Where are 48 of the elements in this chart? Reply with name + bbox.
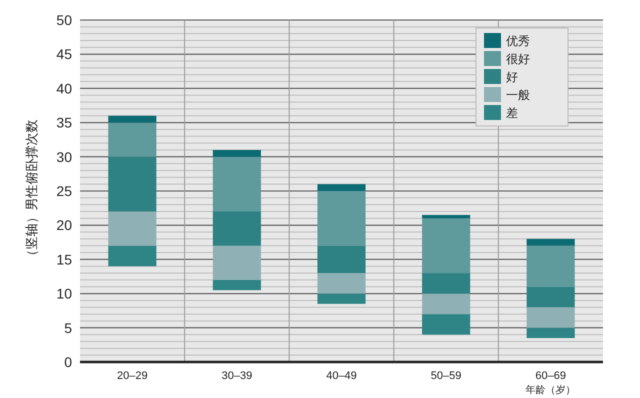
bar bbox=[212, 156, 261, 212]
y-tick-label: 0 bbox=[64, 354, 72, 370]
bar bbox=[526, 307, 575, 328]
bar bbox=[212, 212, 261, 246]
x-tick-label: 40–49 bbox=[326, 370, 357, 382]
y-axis-title: （竖轴）男性俯卧撑次数 bbox=[24, 120, 39, 262]
y-tick-label: 25 bbox=[56, 183, 72, 199]
legend-label: 差 bbox=[506, 106, 518, 120]
y-tick-label: 10 bbox=[56, 286, 72, 302]
x-tick-label: 60–69 bbox=[535, 370, 566, 382]
y-tick-label: 15 bbox=[56, 251, 72, 268]
bar bbox=[212, 150, 261, 157]
y-tick-label: 30 bbox=[56, 148, 72, 165]
bar bbox=[526, 246, 575, 287]
bar bbox=[212, 246, 261, 280]
bar bbox=[526, 328, 575, 338]
bar bbox=[422, 314, 470, 335]
y-tick-label: 45 bbox=[56, 46, 72, 62]
bar bbox=[317, 294, 366, 304]
bar bbox=[317, 184, 366, 191]
legend-label: 一般 bbox=[506, 88, 530, 102]
legend-label: 优秀 bbox=[506, 34, 530, 48]
bar bbox=[526, 238, 575, 246]
bar bbox=[422, 218, 470, 274]
y-tick-label: 5 bbox=[64, 320, 72, 336]
x-tick-label: 50–59 bbox=[430, 370, 462, 382]
bar bbox=[108, 156, 156, 212]
y-tick-label: 20 bbox=[56, 217, 72, 234]
bar bbox=[317, 273, 366, 294]
y-tick-label: 40 bbox=[56, 80, 72, 96]
x-axis-title: 年龄（岁） bbox=[526, 384, 576, 396]
y-tick-label: 35 bbox=[56, 114, 72, 131]
bar bbox=[108, 122, 156, 157]
legend-label: 好 bbox=[506, 70, 518, 84]
bar bbox=[422, 214, 470, 218]
x-tick-label: 30–39 bbox=[222, 370, 252, 382]
bar bbox=[108, 212, 156, 246]
legend-label: 很好 bbox=[506, 52, 530, 66]
bar bbox=[212, 280, 261, 290]
bar bbox=[422, 273, 470, 294]
bar bbox=[317, 246, 366, 274]
bar bbox=[317, 191, 366, 246]
bar bbox=[422, 294, 470, 314]
bar bbox=[108, 246, 156, 266]
bar bbox=[526, 286, 575, 308]
bar bbox=[108, 116, 156, 123]
x-tick-label: 20–29 bbox=[117, 370, 148, 382]
y-tick-label: 50 bbox=[56, 12, 72, 28]
